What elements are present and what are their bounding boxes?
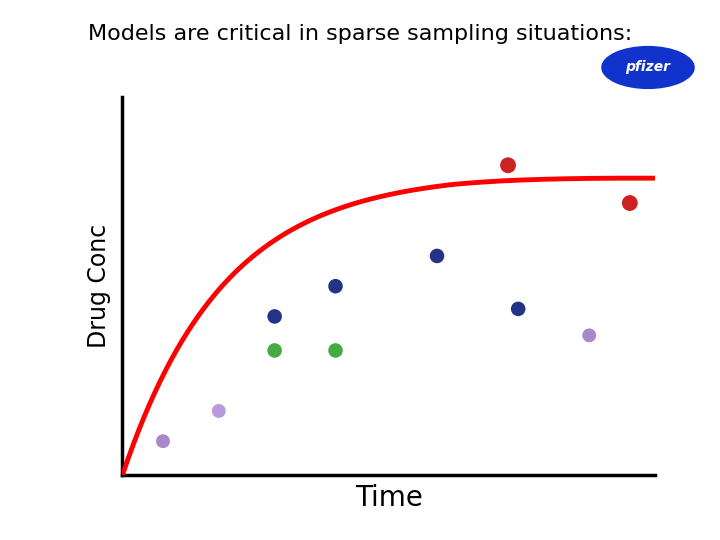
Text: Models are critical in sparse sampling situations:: Models are critical in sparse sampling s… (88, 24, 632, 44)
X-axis label: Time: Time (355, 483, 423, 511)
Point (583, 331, 595, 340)
Point (269, 346, 280, 355)
Point (330, 282, 341, 291)
Point (213, 407, 225, 415)
Point (503, 161, 514, 170)
Point (157, 437, 168, 445)
Point (513, 305, 524, 313)
Y-axis label: Drug Conc: Drug Conc (87, 224, 112, 348)
Point (624, 199, 636, 207)
Text: pfizer: pfizer (626, 60, 670, 75)
Point (431, 252, 443, 260)
Point (330, 346, 341, 355)
Point (269, 312, 280, 321)
Ellipse shape (601, 46, 695, 89)
